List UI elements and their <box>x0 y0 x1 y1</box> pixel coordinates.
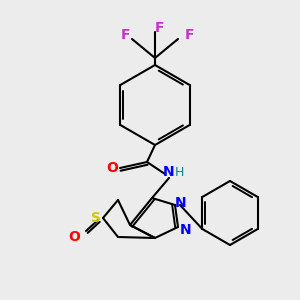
Text: F: F <box>120 28 130 42</box>
Text: F: F <box>154 21 164 35</box>
Text: N: N <box>175 196 187 210</box>
Text: S: S <box>91 211 101 225</box>
Text: F: F <box>185 28 195 42</box>
Text: H: H <box>174 166 184 178</box>
Text: O: O <box>106 161 118 175</box>
Text: N: N <box>180 223 192 237</box>
Text: O: O <box>68 230 80 244</box>
Text: N: N <box>163 165 175 179</box>
